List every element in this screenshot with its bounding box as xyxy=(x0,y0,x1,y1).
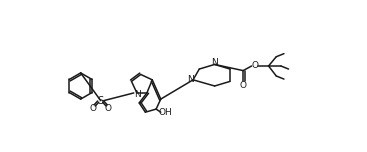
Text: N: N xyxy=(211,58,218,67)
Text: N: N xyxy=(187,75,193,84)
Text: O: O xyxy=(105,104,112,113)
Text: N: N xyxy=(134,90,141,99)
Text: O: O xyxy=(251,61,258,71)
Text: O: O xyxy=(240,81,247,90)
Text: S: S xyxy=(98,96,104,106)
Text: O: O xyxy=(90,104,97,113)
Text: OH: OH xyxy=(159,108,172,117)
